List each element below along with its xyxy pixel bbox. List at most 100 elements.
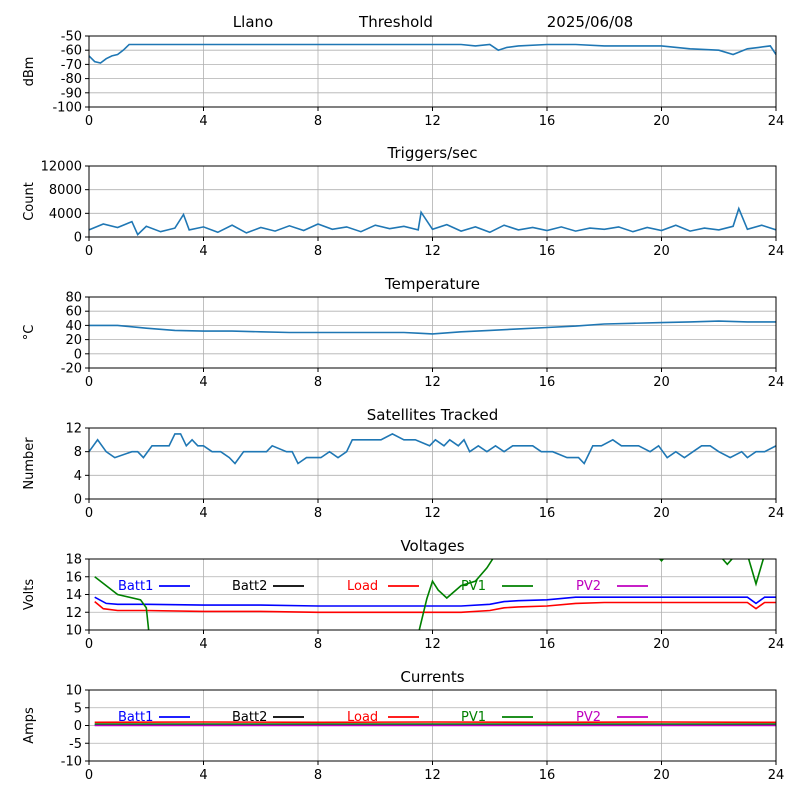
y-tick-label: -100 [52, 101, 82, 116]
x-tick-label: 24 [768, 114, 785, 129]
legend: Batt1 Batt2 Load PV1 PV2 [118, 710, 648, 725]
y-tick-label: 12 [65, 422, 82, 437]
x-tick-label: 20 [653, 768, 670, 783]
y-tick-label: 0 [74, 347, 82, 362]
y-tick-label: 10 [65, 624, 82, 639]
x-tick-label: 0 [85, 244, 93, 259]
y-tick-label: 4 [74, 469, 82, 484]
y-tick-label: 12000 [41, 160, 82, 175]
y-tick-label: 80 [65, 291, 82, 306]
x-tick-label: 12 [424, 114, 441, 129]
chart-satellites: 0 4 8 12 16 20 24 0 4 8 12 Satellites Tracked Number [22, 406, 784, 521]
y-axis-label: Volts [22, 579, 37, 611]
x-tick-label: 8 [314, 768, 322, 783]
legend-label-pv2: PV2 [576, 710, 601, 725]
legend-label-pv2: PV2 [576, 579, 601, 594]
y-tick-label: 8 [74, 445, 82, 460]
chart-title: Currents [400, 668, 464, 686]
x-tick-label: 20 [653, 637, 670, 652]
x-tick-label: 12 [424, 506, 441, 521]
x-tick-label: 4 [199, 506, 207, 521]
x-tick-label: 4 [199, 244, 207, 259]
x-tick-label: 4 [199, 375, 207, 390]
y-tick-label: -80 [61, 72, 82, 87]
y-tick-label: 16 [65, 570, 82, 585]
x-tick-label: 12 [424, 375, 441, 390]
series-line-pv1 [94, 559, 765, 630]
x-tick-label: 24 [768, 768, 785, 783]
x-tick-label: 8 [314, 506, 322, 521]
x-tick-label: 0 [85, 506, 93, 521]
series-line-signal [89, 43, 776, 64]
y-tick-label: -10 [61, 755, 82, 770]
chart-title: Satellites Tracked [367, 406, 498, 424]
y-tick-label: 60 [65, 305, 82, 320]
y-tick-label: -90 [61, 86, 82, 101]
y-axis-label: dBm [22, 57, 37, 87]
x-tick-label: 4 [199, 768, 207, 783]
x-tick-label: 12 [424, 768, 441, 783]
x-tick-label: 20 [653, 375, 670, 390]
y-tick-label: 10 [65, 684, 82, 699]
x-tick-label: 16 [539, 637, 556, 652]
y-tick-label: 8000 [49, 183, 82, 198]
x-tick-label: 16 [539, 375, 556, 390]
legend-label-batt1: Batt1 [118, 579, 153, 594]
series-line-temperature [89, 320, 776, 335]
y-tick-label: 20 [65, 333, 82, 348]
legend-label-load: Load [347, 579, 378, 594]
y-tick-label: 4000 [49, 207, 82, 222]
x-tick-label: 4 [199, 637, 207, 652]
chart-title: Voltages [400, 537, 464, 555]
chart-signal: 0 4 8 12 16 20 24 -100-90-80-70-60-50 dBm [22, 30, 784, 130]
x-tick-label: 20 [653, 506, 670, 521]
x-tick-label: 24 [768, 375, 785, 390]
legend-label-load: Load [347, 710, 378, 725]
x-tick-label: 16 [539, 506, 556, 521]
x-tick-label: 4 [199, 114, 207, 129]
x-tick-label: 8 [314, 114, 322, 129]
legend-label-batt2: Batt2 [232, 710, 267, 725]
x-tick-label: 8 [314, 375, 322, 390]
x-tick-label: 24 [768, 637, 785, 652]
series-line-satellites [89, 433, 776, 465]
legend-label-batt1: Batt1 [118, 710, 153, 725]
header-station: Llano [233, 13, 273, 31]
legend-label-pv1: PV1 [461, 579, 486, 594]
y-tick-label: 12 [65, 606, 82, 621]
x-tick-label: 8 [314, 244, 322, 259]
figure-header: Llano Threshold 2025/06/08 [233, 13, 633, 31]
x-tick-label: 0 [85, 637, 93, 652]
chart-triggers: 0 4 8 12 16 20 24 0 4000 8000 12000 Triggers/sec Cou… [22, 144, 784, 259]
y-tick-label: -50 [61, 30, 82, 45]
x-tick-label: 16 [539, 244, 556, 259]
x-tick-label: 24 [768, 506, 785, 521]
y-axis-label: Count [22, 182, 37, 221]
y-tick-label: 5 [74, 701, 82, 716]
y-tick-label: 0 [74, 719, 82, 734]
legend-label-batt2: Batt2 [232, 579, 267, 594]
legend: Batt1 Batt2 Load PV1 PV2 [118, 579, 648, 594]
y-axis-label: °C [22, 325, 37, 341]
series-line-load [94, 600, 776, 614]
y-tick-label: -5 [69, 737, 82, 752]
x-tick-label: 20 [653, 114, 670, 129]
x-tick-label: 12 [424, 637, 441, 652]
x-tick-label: 12 [424, 244, 441, 259]
y-tick-label: 40 [65, 319, 82, 334]
x-tick-label: 0 [85, 768, 93, 783]
y-axis-label: Number [22, 437, 37, 490]
x-tick-label: 16 [539, 114, 556, 129]
y-tick-label: 0 [74, 493, 82, 508]
y-tick-label: 14 [65, 588, 82, 603]
series-line-triggers [89, 206, 776, 236]
chart-title: Triggers/sec [387, 144, 478, 162]
y-tick-label: -70 [61, 58, 82, 73]
x-tick-label: 0 [85, 114, 93, 129]
legend-label-pv1: PV1 [461, 710, 486, 725]
y-axis-label: Amps [22, 707, 37, 744]
x-tick-label: 24 [768, 244, 785, 259]
